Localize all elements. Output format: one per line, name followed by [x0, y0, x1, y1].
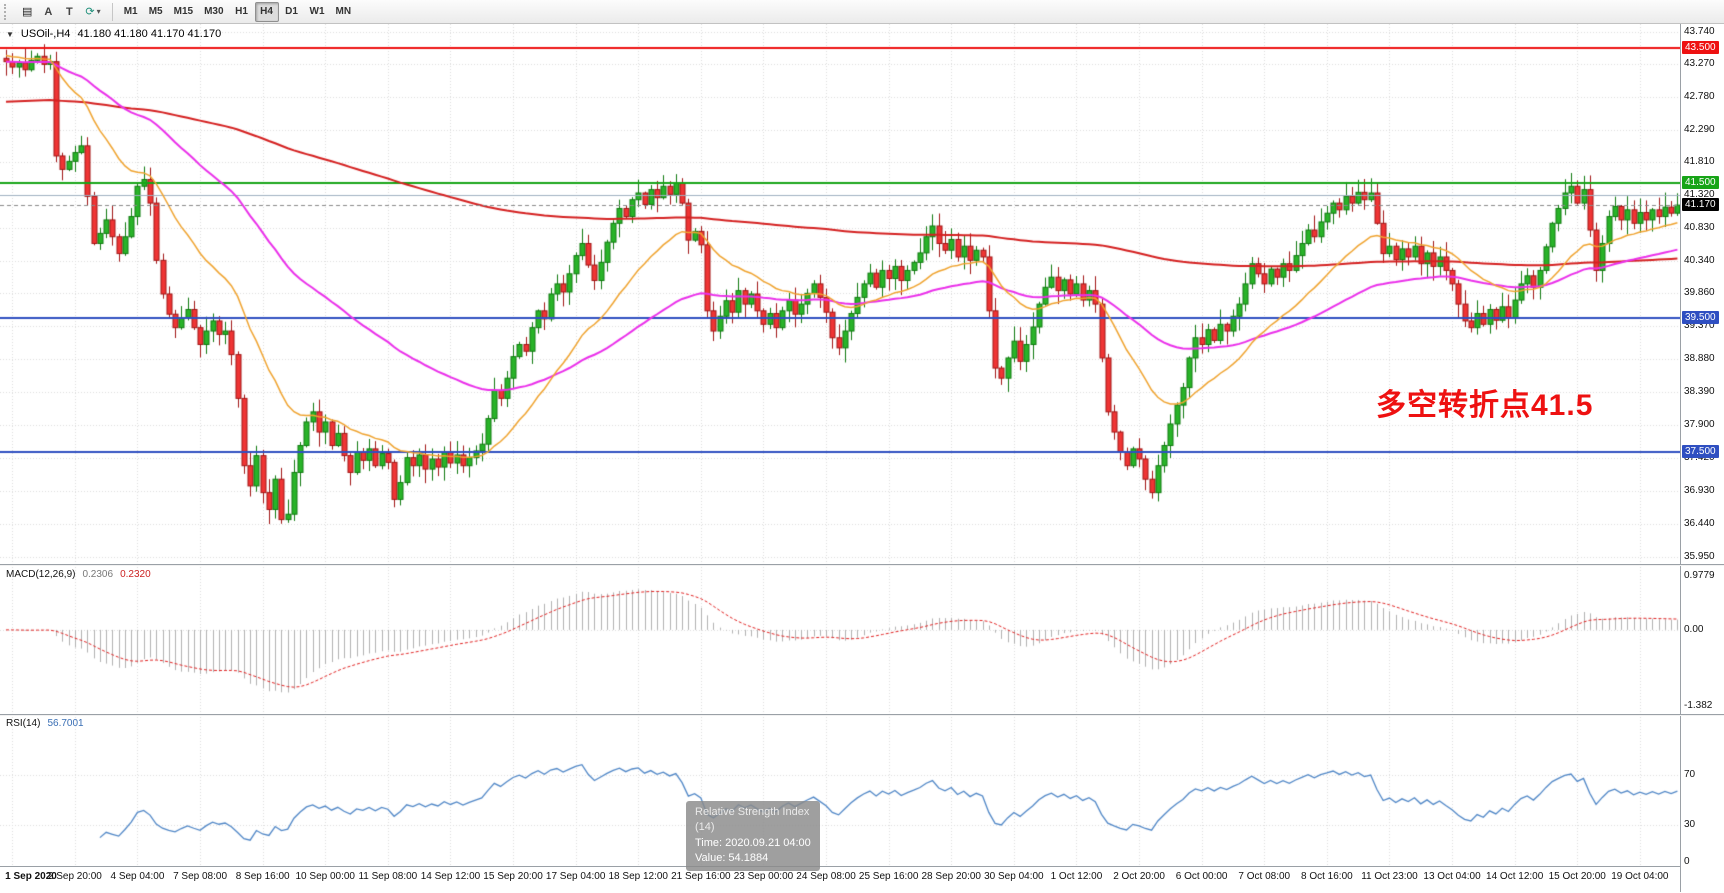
price-scale-label-highlight: 43.500	[1682, 41, 1719, 55]
time-axis-label: 18 Sep 12:00	[608, 871, 669, 882]
chart-area: ▼ USOil-,H4 41.180 41.180 41.170 41.170 …	[0, 24, 1724, 893]
time-axis-label: 10 Sep 00:00	[295, 871, 356, 882]
price-scale-label-highlight: 41.170	[1682, 198, 1719, 212]
price-scale-label-highlight: 37.500	[1682, 445, 1719, 459]
dropdown-caret-icon: ▾	[96, 7, 101, 16]
timeframe-m30[interactable]: M30	[199, 2, 228, 22]
macd-header: MACD(12,26,9) 0.2306 0.2320	[6, 569, 151, 580]
time-axis-label: 14 Sep 12:00	[420, 871, 481, 882]
macd-scale-label: 0.9779	[1684, 570, 1715, 581]
time-axis-label: 25 Sep 16:00	[858, 871, 919, 882]
rsi-header: RSI(14) 56.7001	[6, 718, 84, 729]
timeframe-m15[interactable]: M15	[169, 2, 198, 22]
macd-main-value: 0.2306	[82, 569, 114, 580]
time-axis-label: 13 Oct 04:00	[1423, 871, 1481, 882]
price-scale-label: 35.950	[1684, 550, 1715, 562]
timeframe-h1[interactable]: H1	[230, 2, 254, 22]
time-axis-label: 1 Oct 12:00	[1050, 871, 1103, 882]
macd-scale-label: 0.00	[1684, 623, 1704, 635]
panel-divider-rsi[interactable]	[0, 714, 1724, 716]
time-axis-label: 14 Oct 12:00	[1486, 871, 1544, 882]
time-axis-label: 7 Oct 08:00	[1238, 871, 1291, 882]
price-scale-label: 41.320	[1684, 189, 1715, 200]
price-scale-label: 39.860	[1684, 287, 1715, 299]
time-axis-label: 30 Sep 04:00	[984, 871, 1044, 882]
price-scale-label: 43.740	[1684, 26, 1715, 38]
rsi-value: 56.7001	[47, 718, 84, 729]
symbol-period-label: USOil-,H4	[20, 28, 71, 40]
time-axis-label: 7 Sep 08:00	[173, 871, 228, 882]
price-scale-label: 40.830	[1684, 222, 1715, 233]
chart-annotation-text[interactable]: 多空转折点41.5	[1376, 389, 1594, 422]
text-tool-button[interactable]: A	[38, 2, 58, 22]
timeframe-w1[interactable]: W1	[305, 2, 330, 22]
macd-name: MACD(12,26,9)	[6, 569, 76, 580]
timeframe-mn[interactable]: MN	[331, 2, 357, 22]
time-axis-label: 28 Sep 20:00	[921, 871, 982, 882]
ohlc-values: 41.180 41.180 41.170 41.170	[77, 28, 222, 40]
time-axis-label: 19 Oct 04:00	[1611, 871, 1669, 882]
time-axis-label: 21 Sep 16:00	[671, 871, 731, 882]
price-scale-label: 42.780	[1684, 90, 1715, 102]
timeframe-m1[interactable]: M1	[119, 2, 143, 22]
time-axis-label: 24 Sep 08:00	[796, 871, 856, 882]
price-scale-label: 38.390	[1684, 386, 1715, 398]
time-axis-label: 4 Sep 04:00	[110, 871, 165, 882]
time-axis[interactable]: 1 Sep 2020 2 Sep 20:00 4 Sep 04:00 7 Sep 08…	[0, 866, 1724, 893]
timeframe-h4[interactable]: H4	[254, 1, 279, 22]
price-scale-label: 36.440	[1684, 517, 1715, 529]
time-axis-label: 11 Oct 23:00	[1361, 871, 1418, 882]
time-axis-label: 15 Oct 20:00	[1548, 871, 1606, 882]
price-scale-label: 42.290	[1684, 123, 1715, 135]
rsi-scale-label: 70	[1684, 768, 1696, 780]
price-scale-label: 39.370	[1684, 320, 1715, 332]
time-axis-label: 2 Sep 20:00	[47, 871, 102, 882]
price-scale-label: 43.270	[1684, 57, 1715, 69]
panel-divider-macd[interactable]	[0, 564, 1724, 566]
price-scale-label: 37.900	[1684, 419, 1715, 431]
price-scale-label-highlight: 41.500	[1682, 175, 1719, 189]
time-axis-label: 1 Sep 2020	[5, 871, 57, 882]
rsi-name: RSI(14)	[6, 718, 41, 729]
rsi-scale-label: 30	[1684, 818, 1696, 830]
price-scale-label: 41.810	[1684, 156, 1715, 167]
timeframe-m5[interactable]: M5	[144, 2, 168, 22]
top-toolbar: ▤ A T ⟳ ▾ M1 M5 M15 M30 H1 H4 D1 W1 MN	[0, 0, 1724, 24]
time-axis-label: 6 Oct 00:00	[1175, 871, 1228, 882]
price-scale-label-highlight: 39.500	[1682, 310, 1719, 324]
cycle-icon: ⟳	[85, 6, 95, 18]
price-scale[interactable]: 43.740 43.270 42.780 42.290 41.810 41.320 40.8…	[1680, 24, 1724, 892]
cycle-lines-dropdown[interactable]: ⟳ ▾	[80, 2, 105, 22]
macd-scale-label: -1.382	[1684, 700, 1713, 711]
time-axis-label: 8 Oct 16:00	[1301, 871, 1353, 882]
time-axis-label: 8 Sep 16:00	[235, 871, 290, 882]
collapse-arrow-icon[interactable]: ▼	[6, 29, 14, 39]
time-axis-label: 2 Oct 20:00	[1113, 871, 1165, 882]
price-chart-canvas[interactable]	[0, 24, 1680, 866]
time-axis-label: 17 Sep 04:00	[545, 871, 606, 882]
label-tool-button[interactable]: T	[59, 2, 79, 22]
charts-tool-icon[interactable]: ▤	[17, 2, 37, 22]
time-axis-label: 15 Sep 20:00	[483, 871, 543, 882]
rsi-scale-label: 0	[1684, 856, 1690, 867]
toolbar-separator	[111, 2, 113, 21]
toolbar-grip[interactable]	[4, 3, 11, 20]
timeframe-d1[interactable]: D1	[280, 2, 304, 22]
price-scale-label: 36.930	[1684, 484, 1715, 496]
chart-header: ▼ USOil-,H4 41.180 41.180 41.170 41.170	[6, 28, 221, 40]
price-scale-label: 38.880	[1684, 353, 1715, 365]
time-axis-label: 23 Sep 00:00	[733, 871, 794, 882]
price-scale-label: 40.340	[1684, 255, 1715, 266]
macd-signal-value: 0.2320	[120, 569, 151, 580]
time-axis-label: 11 Sep 08:00	[358, 871, 418, 882]
